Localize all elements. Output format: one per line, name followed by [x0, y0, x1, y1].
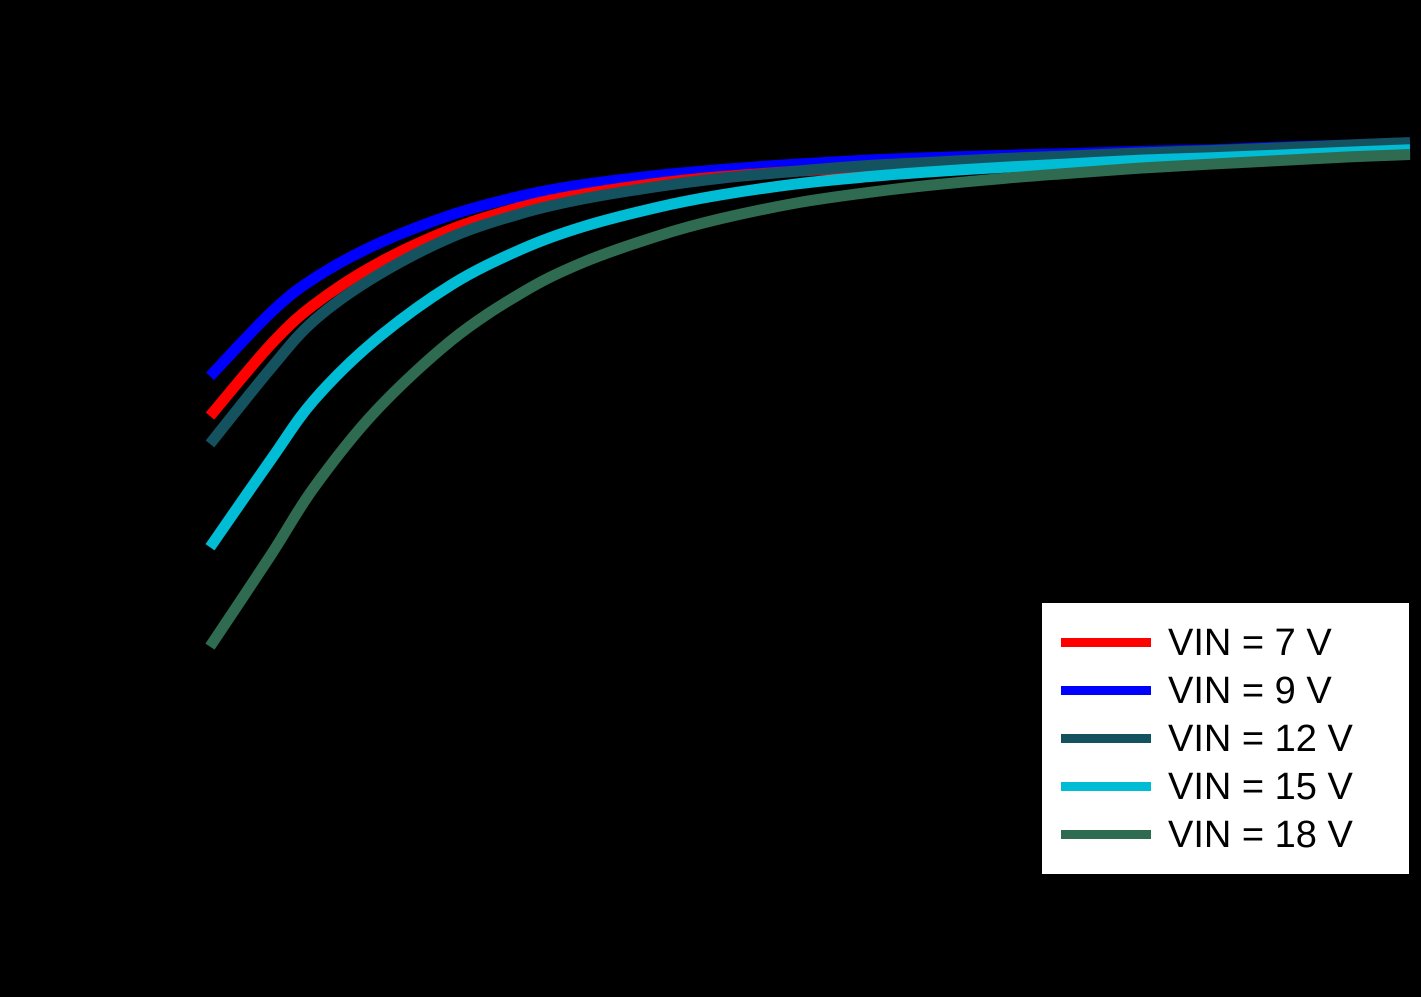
legend-item-vin-9v[interactable]: VIN = 9 V: [1042, 667, 1409, 715]
legend-item-vin-18v[interactable]: VIN = 18 V: [1042, 811, 1409, 859]
legend-item-vin-12v[interactable]: VIN = 12 V: [1042, 715, 1409, 763]
series-line-vin-18-v: [205, 149, 1411, 650]
legend-label-vin-15v: VIN = 15 V: [1168, 765, 1353, 808]
legend-label-vin-18v: VIN = 18 V: [1168, 813, 1353, 856]
series-line-vin-15-v: [205, 144, 1411, 551]
legend-item-vin-15v[interactable]: VIN = 15 V: [1042, 763, 1409, 811]
legend-swatch-vin-12v: [1061, 734, 1151, 743]
legend-label-vin-7v: VIN = 7 V: [1168, 621, 1332, 664]
legend-item-vin-7v[interactable]: VIN = 7 V: [1042, 619, 1409, 667]
legend-swatch-vin-18v: [1061, 830, 1151, 839]
legend-swatch-vin-7v: [1061, 638, 1151, 647]
series-line-vin-12-v: [205, 137, 1411, 448]
legend-swatch-vin-15v: [1061, 782, 1151, 791]
curve-group: [205, 137, 1411, 650]
legend-label-vin-9v: VIN = 9 V: [1168, 669, 1332, 712]
legend-swatch-vin-9v: [1061, 686, 1151, 695]
legend-label-vin-12v: VIN = 12 V: [1168, 717, 1353, 760]
legend: VIN = 7 V VIN = 9 V VIN = 12 V VIN = 15 …: [1039, 600, 1412, 877]
